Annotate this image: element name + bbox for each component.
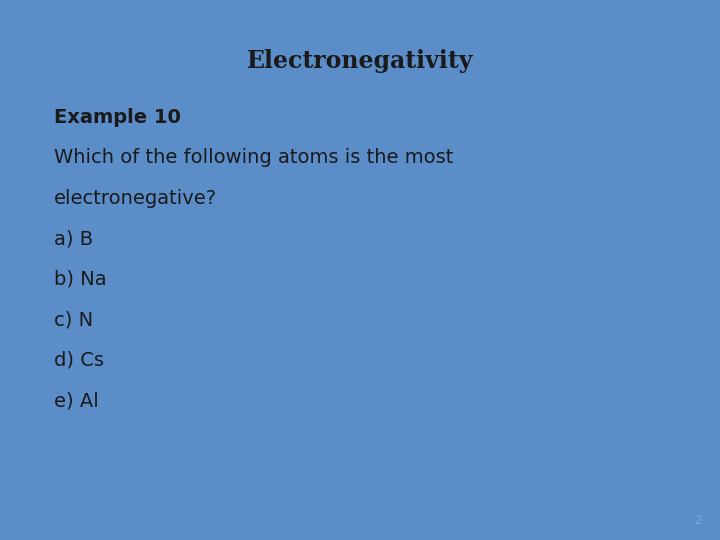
Text: 2: 2 (694, 514, 702, 526)
Text: b) Na: b) Na (54, 270, 107, 289)
Text: Which of the following atoms is the most: Which of the following atoms is the most (54, 148, 454, 167)
Text: c) N: c) N (54, 310, 93, 329)
Text: d) Cs: d) Cs (54, 351, 104, 370)
Text: a) B: a) B (54, 230, 93, 248)
Text: Electronegativity: Electronegativity (247, 49, 473, 72)
Text: e) Al: e) Al (54, 392, 99, 410)
Text: electronegative?: electronegative? (54, 189, 217, 208)
Text: Example 10: Example 10 (54, 108, 181, 127)
